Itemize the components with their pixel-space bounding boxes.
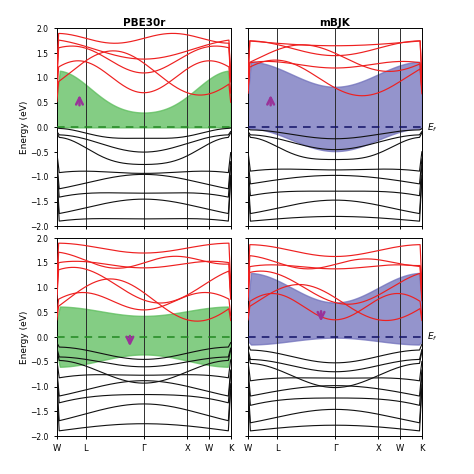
Y-axis label: Energy (eV): Energy (eV) xyxy=(19,100,28,154)
Text: $E_f$: $E_f$ xyxy=(427,121,438,134)
Y-axis label: Energy (eV): Energy (eV) xyxy=(19,310,28,364)
Title: mBJK: mBJK xyxy=(319,18,350,27)
Title: PBE30r: PBE30r xyxy=(123,18,165,27)
Text: $E_f$: $E_f$ xyxy=(427,331,438,343)
